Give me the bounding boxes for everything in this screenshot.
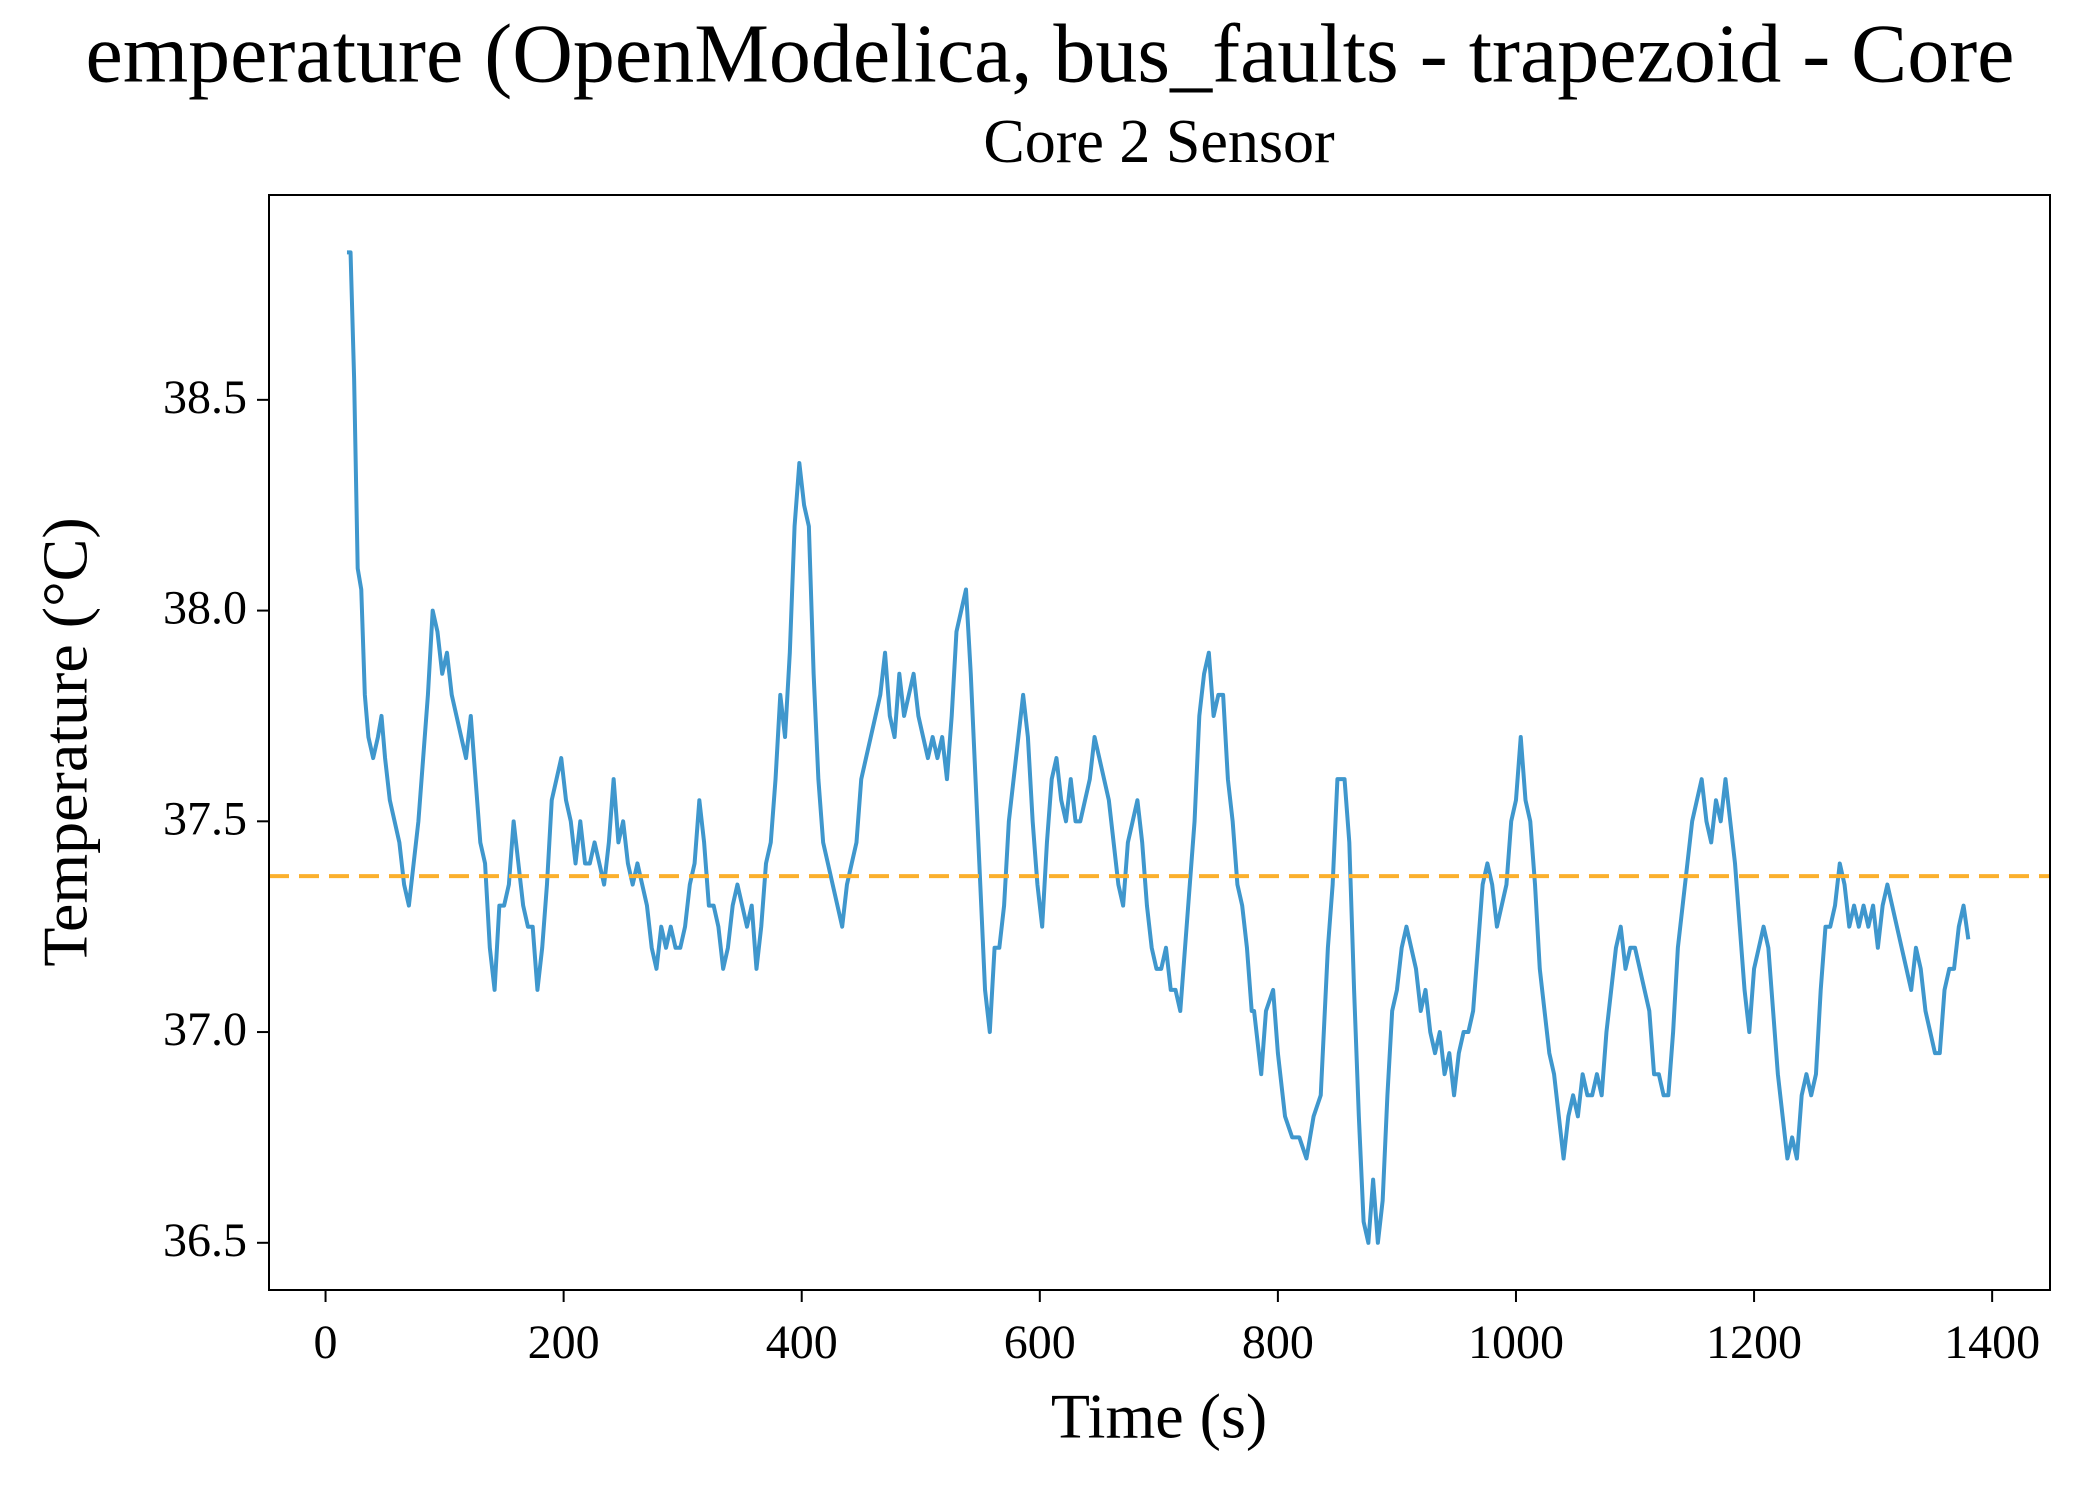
chart-subtitle: Core 2 Sensor: [983, 108, 1335, 176]
plot-frame: [268, 194, 2051, 1291]
y-tick-label: 38.0: [163, 582, 247, 635]
y-axis-label: Temperature (°C): [30, 517, 101, 966]
x-tick-label: 600: [1004, 1316, 1076, 1369]
y-tick-label: 37.5: [163, 792, 247, 845]
x-tick-label: 0: [314, 1316, 338, 1369]
chart-title: emperature (OpenModelica, bus_faults - t…: [86, 7, 2015, 100]
x-tick-label: 1200: [1706, 1316, 1802, 1369]
data-line: [346, 250, 1971, 1245]
x-tick-label: 1400: [1944, 1316, 2040, 1369]
x-tick-label: 200: [528, 1316, 600, 1369]
y-tick-label: 37.0: [163, 1003, 247, 1056]
x-tick-label: 800: [1242, 1316, 1314, 1369]
y-tick-label: 38.5: [163, 371, 247, 424]
x-tick-label: 400: [766, 1316, 838, 1369]
x-tick-label: 1000: [1468, 1316, 1564, 1369]
x-axis-label: Time (s): [1051, 1381, 1267, 1452]
y-tick-label: 36.5: [163, 1214, 247, 1267]
